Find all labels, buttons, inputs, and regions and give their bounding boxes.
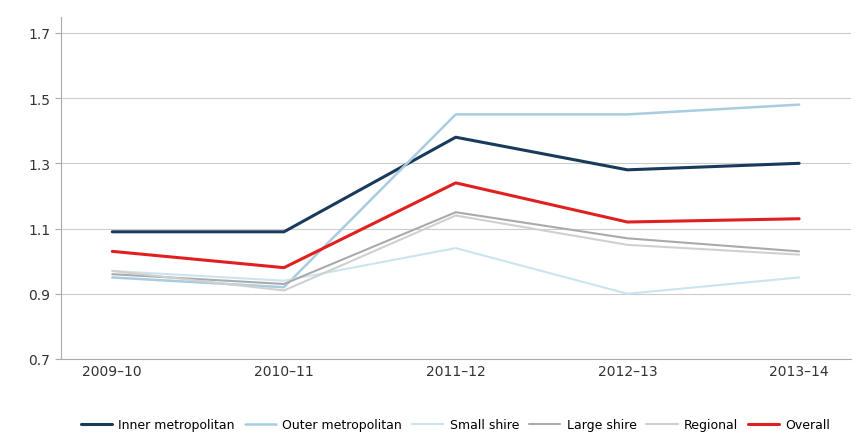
Inner metropolitan [794,161,805,166]
Regional [450,213,461,219]
Large shire [622,236,633,241]
Line: Inner metropolitan: Inner metropolitan [112,138,799,232]
Large shire [794,249,805,254]
Large shire [107,272,117,277]
Large shire [450,210,461,215]
Line: Small shire: Small shire [112,248,799,294]
Regional [107,268,117,274]
Large shire [279,282,289,287]
Small shire [622,291,633,297]
Regional [279,288,289,293]
Small shire [794,275,805,280]
Outer metropolitan [450,113,461,118]
Outer metropolitan [107,275,117,280]
Overall [279,265,289,271]
Overall [107,249,117,254]
Outer metropolitan [622,113,633,118]
Line: Regional: Regional [112,216,799,291]
Inner metropolitan [622,168,633,173]
Inner metropolitan [279,230,289,235]
Regional [794,252,805,258]
Outer metropolitan [279,285,289,290]
Overall [450,181,461,186]
Overall [794,217,805,222]
Line: Overall: Overall [112,184,799,268]
Small shire [107,268,117,274]
Line: Large shire: Large shire [112,213,799,284]
Small shire [450,246,461,251]
Small shire [279,279,289,284]
Inner metropolitan [107,230,117,235]
Line: Outer metropolitan: Outer metropolitan [112,106,799,288]
Legend: Inner metropolitan, Outer metropolitan, Small shire, Large shire, Regional, Over: Inner metropolitan, Outer metropolitan, … [76,413,836,436]
Regional [622,243,633,248]
Inner metropolitan [450,135,461,141]
Overall [622,220,633,225]
Outer metropolitan [794,103,805,108]
